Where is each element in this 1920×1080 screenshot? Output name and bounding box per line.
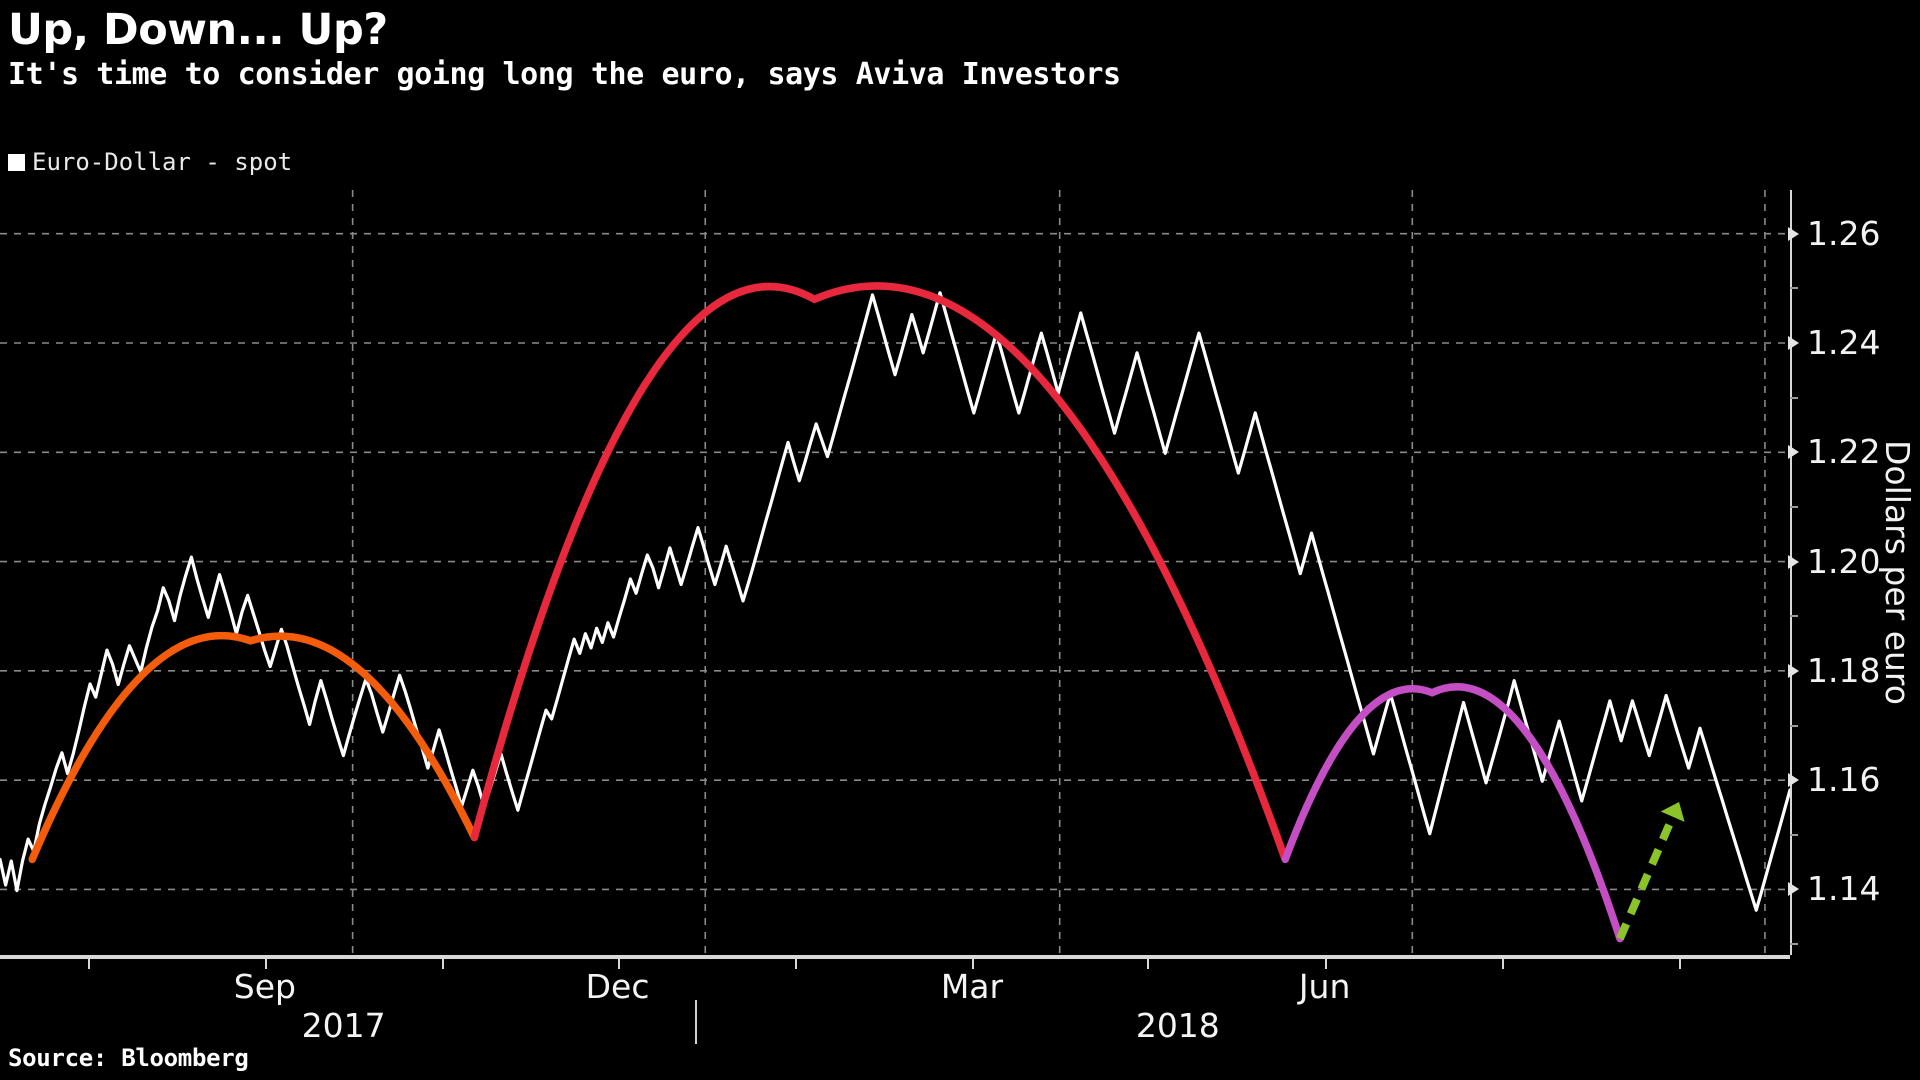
y-tick-label: 1.16 [1807, 760, 1881, 800]
y-tick-minor [1790, 287, 1798, 290]
grid-lines [0, 190, 1790, 955]
legend-item-label: Euro-Dollar - spot [32, 148, 293, 176]
y-tick-label: 1.18 [1807, 650, 1881, 690]
y-tick-label: 1.14 [1807, 869, 1881, 909]
y-tick-label: 1.22 [1807, 432, 1881, 472]
x-tick-label: Jun [1298, 967, 1351, 1006]
y-tick-minor [1790, 724, 1798, 727]
y-tick-label: 1.26 [1807, 213, 1881, 253]
y-tick-minor [1790, 943, 1798, 946]
x-tick [794, 955, 797, 969]
x-tick [1501, 955, 1504, 969]
y-tick-minor [1790, 396, 1798, 399]
y-tick-arrow [1788, 554, 1799, 569]
y-tick-minor [1790, 833, 1798, 836]
y-axis-line [1790, 190, 1792, 955]
x-tick-label: Sep [233, 967, 297, 1006]
x-axis-year-label: 2018 [1135, 1006, 1220, 1045]
y-tick-arrow [1788, 445, 1799, 460]
y-tick-arrow [1788, 663, 1799, 678]
x-tick [1324, 955, 1327, 969]
annotation-arcs [28, 282, 1685, 943]
y-tick-minor [1790, 505, 1798, 508]
x-tick [442, 955, 445, 969]
y-axis-title: Dollars per euro [1878, 190, 1917, 955]
x-tick-label: Mar [940, 967, 1004, 1006]
legend-swatch-icon [8, 153, 25, 171]
x-axis-year-label: 2017 [301, 1006, 386, 1045]
y-tick-minor [1790, 615, 1798, 618]
y-tick-arrow [1788, 226, 1799, 241]
source-note: Source: Bloomberg [8, 1044, 249, 1072]
x-axis-line [0, 955, 1790, 959]
y-axis: 1.26 1.24 1.22 1.20 1.18 1.16 1.14 [1788, 190, 1920, 955]
page-title: Up, Down... Up? [8, 5, 388, 55]
x-tick [971, 955, 974, 969]
chart-header: Up, Down... Up? It's time to consider go… [0, 0, 1920, 94]
x-axis-year-separator [694, 1000, 697, 1044]
x-tick [87, 955, 90, 969]
y-tick-label: 1.20 [1807, 541, 1881, 581]
x-tick-label: Dec [585, 967, 650, 1006]
y-tick-arrow [1788, 773, 1799, 788]
x-tick [617, 955, 620, 969]
chart-legend: Euro-Dollar - spot [8, 148, 292, 176]
y-axis-title-text: Dollars per euro [1878, 440, 1917, 705]
plot-canvas [0, 190, 1790, 955]
series-lines [0, 291, 1790, 912]
page-subtitle: It's time to consider going long the eur… [8, 57, 1121, 92]
y-tick-arrow [1788, 882, 1799, 897]
x-tick [1679, 955, 1682, 969]
x-tick [264, 955, 267, 969]
y-tick-arrow [1788, 336, 1799, 350]
x-tick [1147, 955, 1150, 969]
y-tick-label: 1.24 [1807, 323, 1881, 362]
plot-area [0, 190, 1790, 955]
